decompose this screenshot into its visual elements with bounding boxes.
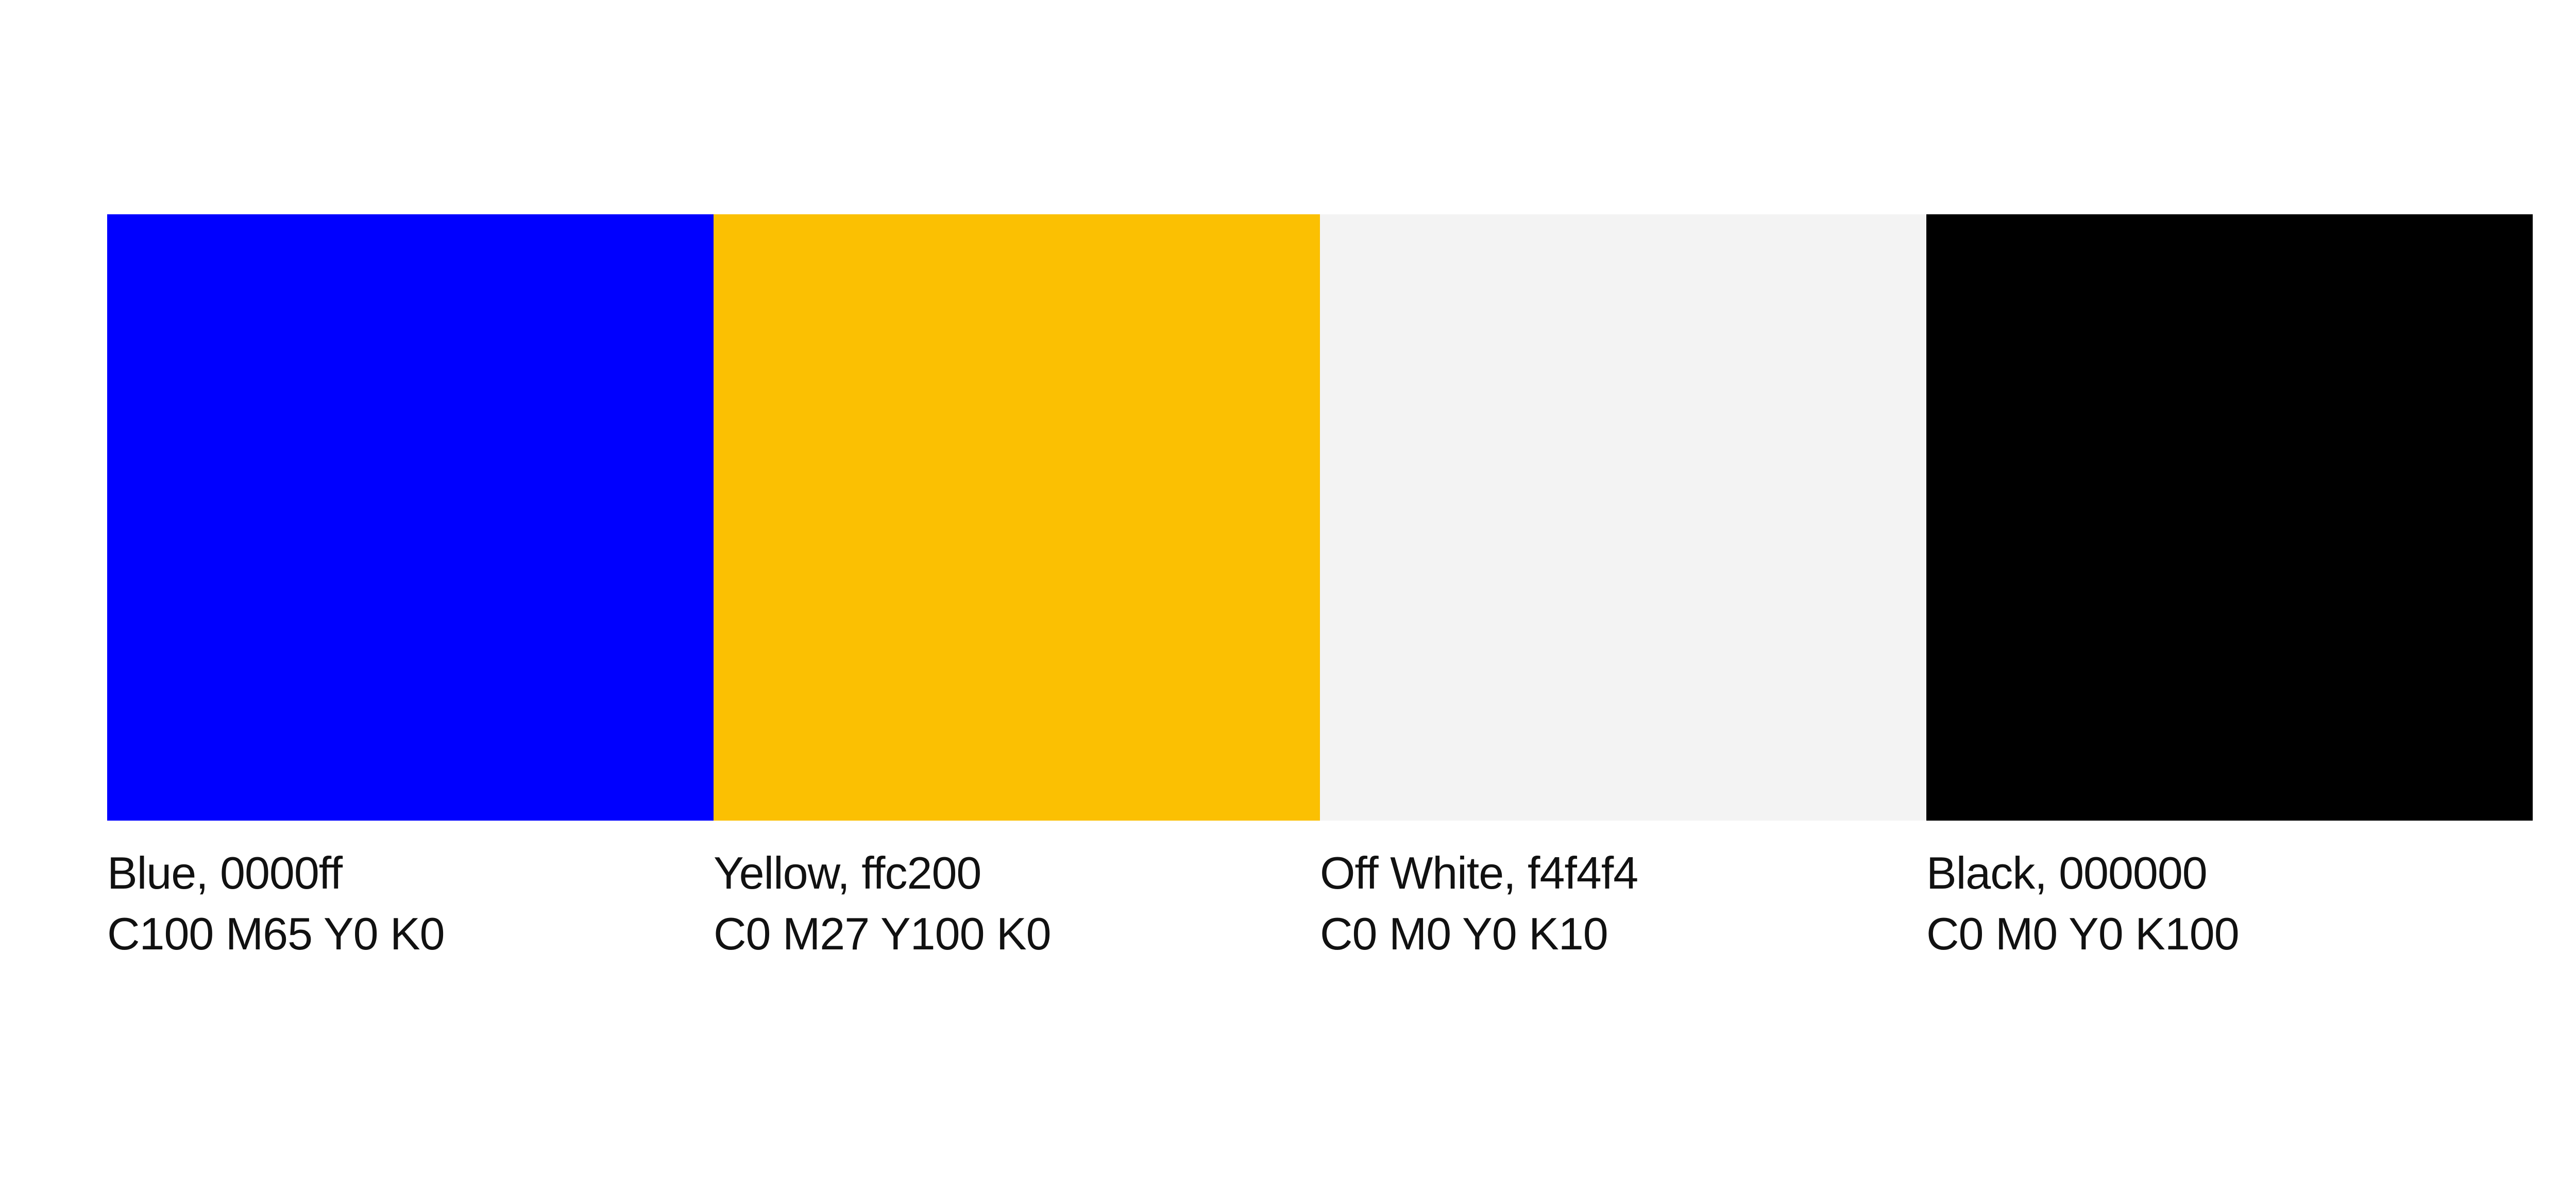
swatch-caption: Yellow, ffc200 C0 M27 Y100 K0 — [714, 843, 1320, 964]
swatch-caption: Blue, 0000ff C100 M65 Y0 K0 — [107, 843, 714, 964]
color-swatch-off-white — [1320, 214, 1926, 821]
swatch-cmyk: C100 M65 Y0 K0 — [107, 908, 445, 959]
swatch-blue: Blue, 0000ff C100 M65 Y0 K0 — [107, 214, 714, 959]
swatch-caption: Off White, f4f4f4 C0 M0 Y0 K10 — [1320, 843, 1926, 964]
swatch-name-hex: Black, 000000 — [1926, 847, 2208, 898]
swatch-name-hex: Yellow, ffc200 — [714, 847, 981, 898]
swatch-cmyk: C0 M0 Y0 K10 — [1320, 908, 1608, 959]
swatch-black: Black, 000000 C0 M0 Y0 K100 — [1926, 214, 2533, 959]
swatch-cmyk: C0 M0 Y0 K100 — [1926, 908, 2240, 959]
color-swatch-blue — [107, 214, 714, 821]
color-palette: Blue, 0000ff C100 M65 Y0 K0 Yellow, ffc2… — [107, 214, 2533, 959]
swatch-name-hex: Blue, 0000ff — [107, 847, 343, 898]
swatch-yellow: Yellow, ffc200 C0 M27 Y100 K0 — [714, 214, 1320, 959]
color-swatch-black — [1926, 214, 2533, 821]
swatch-off-white: Off White, f4f4f4 C0 M0 Y0 K10 — [1320, 214, 1926, 959]
color-swatch-yellow — [714, 214, 1320, 821]
swatch-name-hex: Off White, f4f4f4 — [1320, 847, 1638, 898]
swatch-caption: Black, 000000 C0 M0 Y0 K100 — [1926, 843, 2533, 964]
swatch-cmyk: C0 M27 Y100 K0 — [714, 908, 1052, 959]
